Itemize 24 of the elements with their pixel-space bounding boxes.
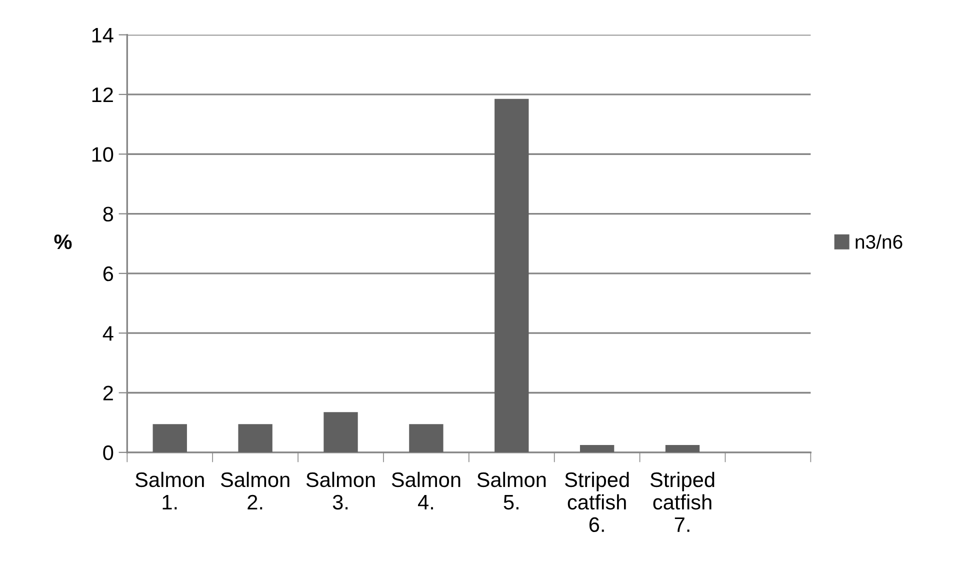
y-tick-label: 4 (102, 326, 114, 341)
y-tick-label: 8 (103, 206, 114, 222)
x-tick-label: Salmon 5. (477, 472, 546, 510)
bar (152, 424, 187, 452)
bar (580, 444, 614, 452)
bar (238, 424, 272, 452)
x-tick-label: Striped catfish 6. (565, 472, 629, 532)
y-tick-label: 12 (92, 87, 113, 102)
bar (494, 98, 529, 452)
bar (409, 424, 444, 452)
x-tick-label: Striped catfish 7. (650, 472, 714, 532)
x-tick-label: Salmon 1. (136, 472, 204, 510)
bar (665, 444, 700, 452)
y-tick-label: 0 (103, 445, 114, 460)
y-tick-label: 6 (103, 266, 114, 282)
legend-label: n3/n6 (856, 234, 902, 249)
y-tick-label: 14 (92, 28, 114, 42)
bar (324, 412, 358, 452)
y-tick-label: 2 (103, 386, 113, 400)
x-tick-label: Salmon 3. (306, 472, 375, 510)
x-tick-label: Salmon 4. (392, 472, 460, 510)
y-axis-title: % (54, 234, 72, 250)
x-tick-label: Salmon 2. (220, 472, 290, 510)
y-tick-label: 10 (92, 147, 114, 162)
